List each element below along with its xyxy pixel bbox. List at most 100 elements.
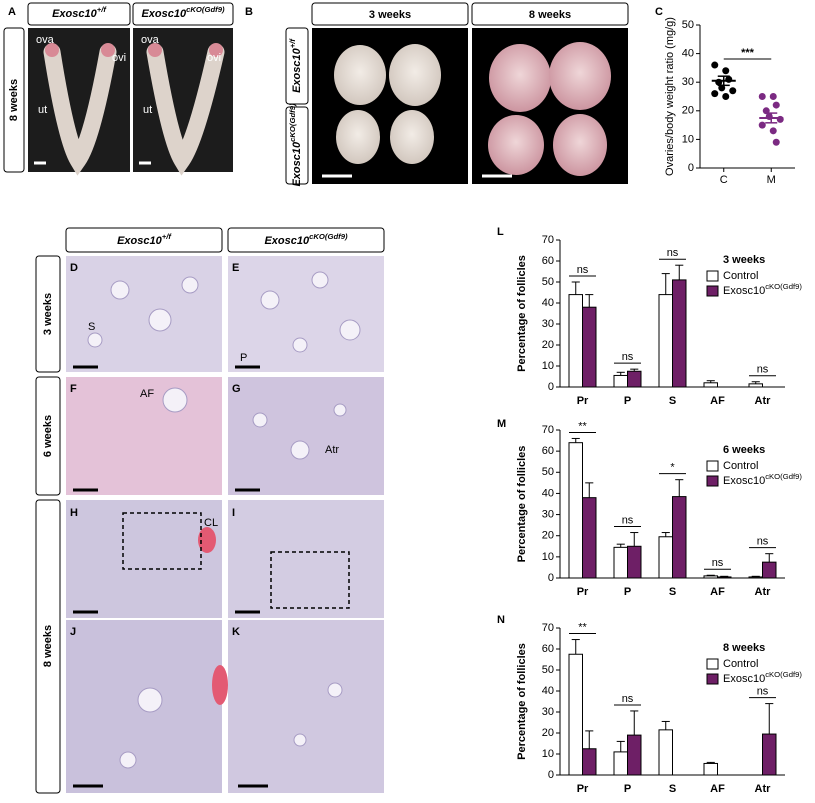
- data-point: [772, 101, 780, 109]
- text-base: Exosc10: [723, 285, 765, 297]
- organ-label: ovi: [112, 52, 126, 64]
- x-tick-label: M: [767, 174, 776, 186]
- y-tick-label: 20: [682, 105, 694, 117]
- panel-label: E: [232, 262, 239, 274]
- legend-label: Exosc10cKO(Gdf9): [723, 282, 802, 297]
- data-point: [758, 121, 766, 129]
- panel-label: D: [70, 262, 78, 274]
- header-box: [227, 227, 385, 253]
- legend-label: Exosc10cKO(Gdf9): [723, 670, 802, 685]
- significance-label: *: [670, 462, 675, 474]
- column-header: Exosc10+/f: [52, 5, 107, 20]
- panel-label: I: [232, 507, 235, 519]
- y-tick-label: 50: [682, 19, 694, 31]
- histology-image: [228, 256, 384, 372]
- text-base: Exosc10: [141, 8, 187, 20]
- y-axis-label: Percentage of follicles: [516, 255, 528, 372]
- significance-label: ns: [712, 557, 724, 569]
- bar: [717, 576, 732, 579]
- bar: [658, 729, 673, 776]
- ovary: [101, 43, 115, 57]
- significance-label: ***: [741, 47, 755, 59]
- x-tick-label: P: [624, 586, 631, 598]
- text-base: Exosc10: [52, 8, 98, 20]
- data-point: [718, 84, 726, 92]
- structure-label: Atr: [325, 444, 339, 456]
- data-point: [729, 87, 737, 95]
- data-point: [769, 93, 777, 100]
- y-tick-label: 70: [542, 234, 554, 246]
- row-label-box: [285, 106, 309, 185]
- row-label-box: [35, 255, 61, 373]
- panel-label: C: [655, 6, 663, 18]
- bar: [748, 576, 763, 579]
- panel-label: B: [245, 6, 253, 18]
- header-box: [471, 2, 629, 26]
- data-point: [722, 67, 730, 75]
- panel-label: M: [497, 418, 506, 430]
- organ-label: ova: [141, 34, 160, 46]
- column-header: 3 weeks: [369, 9, 411, 21]
- significance-label: ns: [757, 686, 769, 698]
- significance-label: ns: [577, 264, 589, 276]
- text-base: Exosc10: [723, 475, 765, 487]
- significance-label: ns: [622, 693, 634, 705]
- text-superscript: cKO(Gdf9): [765, 282, 802, 291]
- y-tick-label: 20: [542, 530, 554, 542]
- x-tick-label: AF: [710, 586, 725, 598]
- structure-label: P: [240, 352, 247, 364]
- significance-label: **: [578, 420, 587, 432]
- bar: [658, 536, 673, 579]
- y-tick-label: 10: [542, 551, 554, 563]
- x-tick-label: Pr: [577, 783, 589, 795]
- significance-label: ns: [622, 514, 634, 526]
- panel-label: J: [70, 626, 76, 638]
- organ-label: ut: [38, 104, 47, 116]
- text-superscript: +/f: [97, 5, 108, 14]
- bar: [762, 561, 777, 579]
- y-tick-label: 20: [542, 339, 554, 351]
- y-tick-label: 10: [542, 748, 554, 760]
- y-tick-label: 60: [542, 445, 554, 457]
- text-base: Exosc10: [264, 235, 310, 247]
- ovary: [389, 44, 441, 106]
- row-label: Exosc10+/f: [288, 38, 303, 93]
- ovary: [488, 115, 544, 175]
- bar: [568, 653, 583, 776]
- data-point: [711, 61, 719, 69]
- y-tick-label: 40: [542, 297, 554, 309]
- organ-label: ovi: [207, 52, 221, 64]
- text-superscript: cKO(Gdf9): [765, 472, 802, 481]
- row-label: Exosc10cKO(Gdf9): [288, 103, 303, 187]
- data-point: [776, 115, 784, 123]
- bar: [672, 279, 687, 388]
- panel-label: N: [497, 614, 505, 626]
- ovary: [553, 114, 607, 176]
- legend-swatch: [706, 658, 719, 670]
- x-tick-label: Atr: [755, 586, 772, 598]
- row-label-box: [35, 376, 61, 496]
- y-tick-label: 70: [542, 424, 554, 436]
- significance-label: ns: [622, 351, 634, 363]
- y-tick-label: 70: [542, 622, 554, 634]
- legend-swatch: [706, 270, 719, 282]
- panel-label: F: [70, 383, 77, 395]
- text-base: Exosc10: [723, 673, 765, 685]
- y-tick-label: 50: [542, 664, 554, 676]
- histology-image: [66, 377, 222, 495]
- legend-label: Exosc10cKO(Gdf9): [723, 472, 802, 487]
- text-base: Exosc10: [291, 141, 303, 187]
- data-point: [769, 127, 777, 135]
- column-header: Exosc10cKO(Gdf9): [141, 5, 225, 20]
- panel-label: A: [8, 6, 16, 18]
- legend-swatch: [706, 460, 719, 472]
- x-tick-label: Pr: [577, 395, 589, 407]
- x-tick-label: C: [720, 174, 728, 186]
- x-tick-label: Atr: [755, 783, 772, 795]
- row-label: 8 weeks: [42, 625, 54, 667]
- y-tick-label: 30: [542, 706, 554, 718]
- row-label-box: [35, 499, 61, 794]
- histology-image: [228, 500, 384, 618]
- ovary: [549, 42, 611, 110]
